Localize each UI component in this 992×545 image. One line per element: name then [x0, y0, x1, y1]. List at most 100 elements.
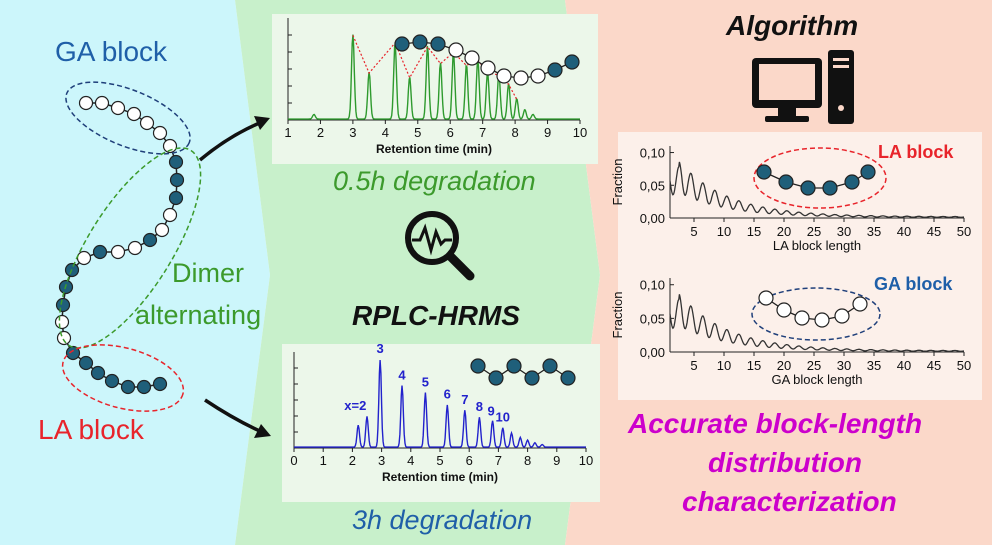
- x-tick-label: 1: [320, 453, 327, 468]
- x-tick-label: 9: [544, 125, 551, 140]
- la-block-label: LA block: [38, 414, 144, 445]
- peak-label: 3: [377, 341, 384, 356]
- dimer-label-line2: alternating: [135, 300, 262, 330]
- ga-bead: [154, 222, 170, 238]
- y-axis-title: Fraction: [610, 292, 625, 339]
- chromatogram-trace: [288, 34, 580, 120]
- la-chart-panel: [618, 132, 982, 264]
- x-tick-label: 40: [897, 358, 911, 373]
- peak-label: x=2: [344, 398, 366, 413]
- la-bead: [488, 370, 504, 386]
- x-tick-label: 25: [807, 224, 821, 239]
- x-tick-label: 40: [897, 224, 911, 239]
- la-distribution-chart: 0,00 0,05 0,10 5 10 15 20 25 30 35 40 45 50 LA block …: [610, 142, 971, 253]
- y-tick-label: 0,05: [640, 311, 665, 326]
- peak-label: 8: [476, 399, 483, 414]
- ga-bead: [127, 240, 143, 256]
- x-tick-label: 1: [284, 125, 291, 140]
- block-ellipse: [753, 147, 887, 209]
- x-tick-label: 10: [579, 453, 593, 468]
- algorithm-label: Algorithm: [726, 10, 859, 41]
- ga-bead: [496, 68, 512, 84]
- dimer-label-line1: Dimer: [172, 258, 244, 288]
- chart-annotation: LA block: [878, 142, 954, 162]
- la-bead: [90, 365, 106, 381]
- chart-annotation: GA block: [874, 274, 953, 294]
- peak-label: 6: [444, 387, 451, 402]
- chromatogram-trace: [294, 359, 586, 448]
- x-tick-label: 8: [511, 125, 518, 140]
- ga-bead: [76, 250, 92, 266]
- method-label: RPLC-HRMS: [352, 300, 520, 331]
- ga-bead: [448, 42, 464, 58]
- x-tick-label: 4: [382, 125, 389, 140]
- ga-bead: [78, 95, 94, 111]
- peak-label: 9: [487, 403, 494, 418]
- ga-bead: [152, 125, 168, 141]
- ga-bead: [94, 95, 110, 111]
- y-tick-label: 0,00: [640, 211, 665, 226]
- y-tick-label: 0,00: [640, 345, 665, 360]
- x-tick-label: 35: [867, 224, 881, 239]
- la-bead: [860, 164, 876, 180]
- la-bead: [142, 232, 158, 248]
- dimer-ellipse: [58, 147, 202, 349]
- y-tick-label: 0,10: [640, 278, 665, 293]
- distribution-line: [669, 161, 965, 218]
- x-axis-title: GA block length: [771, 372, 862, 387]
- la-bead: [92, 244, 108, 260]
- x-tick-label: 45: [927, 224, 941, 239]
- peak-label: 4: [398, 367, 406, 382]
- x-tick-label: 3: [349, 125, 356, 140]
- la-bead: [394, 36, 410, 52]
- x-tick-label: 50: [957, 224, 971, 239]
- ga-bead: [758, 290, 774, 306]
- la-bead: [55, 297, 71, 313]
- x-tick-label: 7: [479, 125, 486, 140]
- block-ellipse: [751, 287, 881, 341]
- la-bead: [470, 358, 486, 374]
- la-bead: [430, 36, 446, 52]
- top-chromatogram: 1 2 3 4 5 6 7 8 9 10 Retention time (min): [284, 18, 587, 156]
- ga-bead: [530, 68, 546, 84]
- x-tick-label: 8: [524, 453, 531, 468]
- x-tick-label: 45: [927, 358, 941, 373]
- la-bead: [778, 174, 794, 190]
- computer-icon: [752, 50, 854, 124]
- la-bead: [136, 379, 152, 395]
- bottom-caption: 3h degradation: [352, 505, 533, 535]
- x-tick-label: 7: [495, 453, 502, 468]
- x-tick-label: 2: [317, 125, 324, 140]
- la-bead: [168, 154, 184, 170]
- ga-bead: [794, 310, 810, 326]
- x-tick-label: 5: [414, 125, 421, 140]
- x-tick-label: 5: [690, 358, 697, 373]
- x-tick-label: 20: [777, 358, 791, 373]
- ga-bead: [110, 100, 126, 116]
- x-tick-label: 30: [837, 224, 851, 239]
- x-tick-label: 4: [407, 453, 414, 468]
- x-tick-label: 9: [553, 453, 560, 468]
- ga-block-ellipse: [65, 81, 191, 155]
- result-line1: Accurate block-length: [628, 408, 923, 439]
- arrow-to-top-chart: [198, 116, 270, 162]
- ga-block-label: GA block: [55, 36, 168, 67]
- distribution-line: [669, 294, 965, 352]
- magnifier-signal-icon: [405, 211, 475, 281]
- la-bead: [506, 358, 522, 374]
- ga-distribution-chart: 0,00 0,05 0,10 5 10 15 20 25 30 35 40 45 50 GA block …: [610, 274, 971, 387]
- y-tick-label: 0,10: [640, 146, 665, 161]
- peak-label: 7: [461, 392, 468, 407]
- ga-bead: [776, 302, 792, 318]
- peak-label: 5: [422, 374, 429, 389]
- la-bead: [78, 355, 94, 371]
- ga-bead: [513, 70, 529, 86]
- ga-bead: [126, 106, 142, 122]
- ga-bead: [480, 60, 496, 76]
- x-tick-label: 50: [957, 358, 971, 373]
- ga-bead: [852, 296, 868, 312]
- x-tick-label: 15: [747, 224, 761, 239]
- ga-chart-panel: [618, 264, 982, 400]
